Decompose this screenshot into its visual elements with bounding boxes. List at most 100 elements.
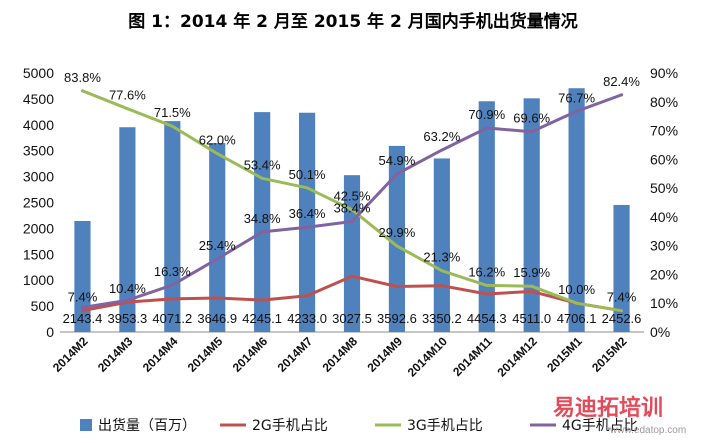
bar (568, 88, 585, 332)
line-value-label: 63.2% (423, 129, 460, 144)
line-value-label: 10.4% (109, 281, 146, 296)
series-point (395, 172, 399, 176)
line-value-label: 10.0% (558, 282, 595, 297)
x-category-label: 2014M4 (140, 334, 181, 375)
line-value-label: 76.7% (558, 90, 595, 105)
line-value-label: 29.9% (378, 225, 415, 240)
legend-entry: 2G手机占比 (252, 418, 328, 434)
y-right-tick-label: 50% (650, 180, 678, 196)
line-value-label: 42.5% (334, 189, 371, 204)
y-right-tick-label: 40% (650, 209, 678, 225)
series-point (215, 257, 219, 261)
line-value-label: 69.6% (513, 111, 550, 126)
line-value-label: 77.6% (109, 88, 146, 103)
y-right-tick-label: 60% (650, 151, 678, 167)
bar (523, 98, 540, 332)
data-labels: 2143.4 3953.3 4071.2 3646.9 4245.1 4233.0 3027… (63, 70, 642, 326)
series-point (350, 274, 354, 278)
line-value-label: 71.5% (154, 105, 191, 120)
watermark-text: 易迪拓培训 (553, 395, 663, 421)
line-value-label: 16.3% (154, 264, 191, 279)
y-right-tick-label: 0% (650, 324, 670, 340)
series-point (440, 284, 444, 288)
bar-value-label: 3953.3 (108, 311, 148, 326)
series-point (80, 306, 84, 310)
legend: 出货量（百万） 2G手机占比 3G手机占比 4G手机占比 (80, 417, 638, 434)
bar-series (74, 88, 630, 333)
bar-value-label: 4233.0 (287, 311, 327, 326)
bar (298, 112, 316, 333)
y-left-tick-label: 500 (31, 298, 55, 314)
x-category-label: 2014M8 (320, 334, 361, 375)
legend-entry: 4G手机占比 (562, 418, 638, 434)
series-point (80, 89, 84, 93)
x-category-label: 2014M3 (95, 334, 136, 375)
series-point (620, 309, 624, 313)
line-value-label: 83.8% (64, 70, 101, 85)
series-point (440, 148, 444, 152)
bar (164, 121, 181, 332)
y-right-tick-label: 80% (650, 94, 678, 110)
bar-value-label: 2452.6 (602, 311, 642, 326)
line-value-label: 7.4% (607, 290, 637, 305)
line-value-label: 36.4% (289, 206, 326, 221)
y-right-tick-label: 10% (650, 295, 678, 311)
y-right-tick-label: 90% (650, 65, 678, 81)
line-series (80, 89, 624, 313)
x-category-label: 2015M2 (589, 334, 630, 375)
y-left-tick-label: 2000 (23, 220, 54, 236)
line-value-label: 70.9% (468, 107, 505, 122)
y-left-tick-label: 4000 (23, 117, 54, 133)
series-point (440, 269, 444, 273)
bar (209, 143, 226, 332)
series-point (575, 109, 579, 113)
bar (433, 158, 450, 332)
bar-value-label: 4071.2 (152, 311, 192, 326)
line-value-label: 50.1% (289, 167, 326, 182)
series-point (530, 130, 534, 134)
series-point (305, 186, 309, 190)
x-category-label: 2014M12 (495, 334, 541, 380)
bar-value-label: 3027.5 (332, 311, 372, 326)
line-value-label: 62.0% (199, 133, 236, 148)
y-right-tick-label: 70% (650, 123, 678, 139)
bar (254, 112, 271, 332)
x-category-label: 2014M9 (364, 334, 405, 375)
bar-value-label: 2143.4 (63, 311, 103, 326)
bar-value-label: 4454.3 (467, 311, 507, 326)
watermark: 易迪拓培训 www.edatop.com (553, 395, 686, 436)
series-point (395, 244, 399, 248)
legend-entry: 出货量（百万） (98, 417, 196, 434)
series-point (530, 284, 534, 288)
series-point (170, 124, 174, 128)
y-left-tick-label: 3500 (23, 143, 54, 159)
bar-value-label: 3646.9 (197, 311, 237, 326)
bar (613, 204, 630, 332)
line-value-label: 54.9% (378, 153, 415, 168)
line-value-label: 7.4% (68, 290, 98, 305)
series-point (485, 126, 489, 130)
line-value-label: 16.2% (468, 264, 505, 279)
series-point (215, 152, 219, 156)
x-category-label: 2014M6 (230, 334, 271, 375)
x-category-label: 2014M10 (405, 334, 451, 380)
x-category-label: 2014M5 (185, 334, 226, 375)
y-left-tick-label: 1500 (23, 246, 54, 262)
bar-value-label: 3592.6 (377, 311, 417, 326)
x-category-label: 2014M2 (50, 334, 91, 375)
y-right-tick-label: 20% (650, 266, 678, 282)
bar (74, 220, 91, 332)
series-point (575, 301, 579, 305)
series-point (215, 296, 219, 300)
series-point (305, 294, 309, 298)
y-right-tick-label: 30% (650, 238, 678, 254)
line-value-label: 15.9% (513, 265, 550, 280)
series-point (350, 208, 354, 212)
series-point (170, 283, 174, 287)
series-point (260, 230, 264, 234)
y-left-tick-label: 5000 (23, 65, 54, 81)
series-point (305, 225, 309, 229)
line-value-label: 38.4% (334, 200, 371, 215)
line-value-label: 34.8% (244, 211, 281, 226)
